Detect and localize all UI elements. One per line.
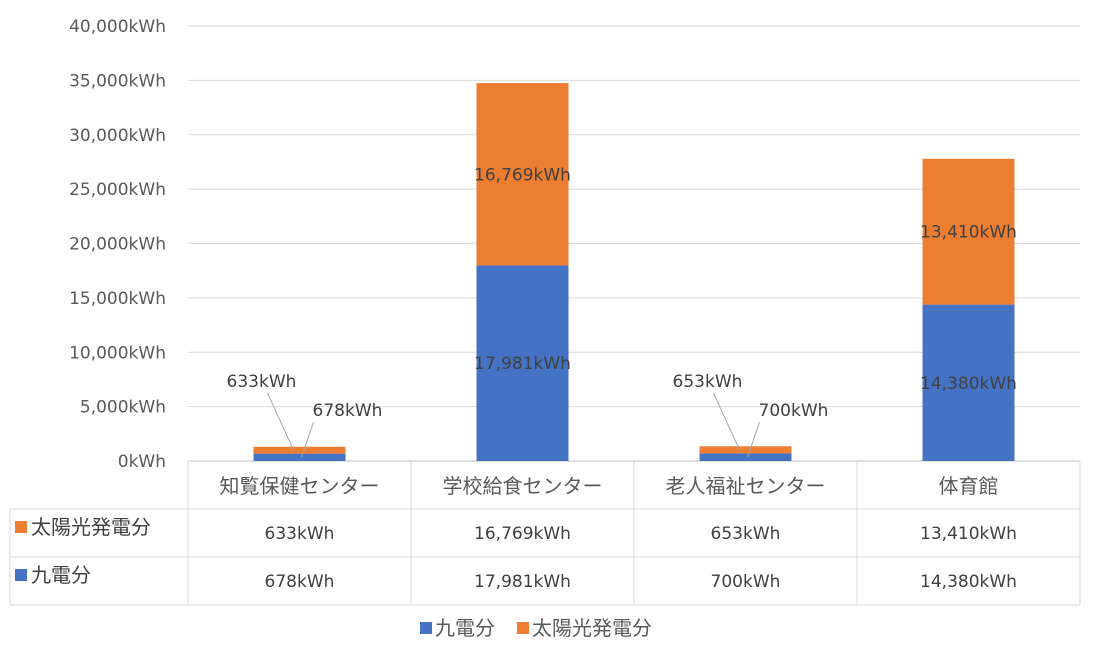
bar-segment — [922, 158, 1015, 305]
table-cell: 700kWh — [711, 572, 781, 592]
bar-segment — [253, 446, 346, 454]
y-tick-label: 25,000kWh — [69, 180, 166, 200]
data-label: 633kWh — [227, 372, 297, 392]
legend-swatch — [420, 622, 432, 634]
table-cell: 16,769kWh — [474, 524, 571, 544]
x-category-label: 学校給食センター — [443, 474, 603, 498]
y-tick-label: 20,000kWh — [69, 235, 166, 255]
table-cell: 14,380kWh — [920, 572, 1017, 592]
y-tick-label: 30,000kWh — [69, 126, 166, 146]
data-label: 17,981kWh — [474, 354, 571, 374]
bar-segment — [699, 446, 792, 454]
table-legend-key — [15, 569, 27, 581]
leader-line — [747, 421, 760, 458]
y-tick-label: 10,000kWh — [69, 343, 166, 363]
bar-segment — [922, 304, 1015, 461]
leader-line — [267, 392, 294, 451]
table-row-header: 九電分 — [31, 563, 91, 587]
data-label: 678kWh — [313, 401, 383, 421]
table-cell: 653kWh — [711, 524, 781, 544]
y-tick-label: 5,000kWh — [80, 398, 166, 418]
x-category-label: 知覧保健センター — [220, 474, 380, 498]
table-legend-key — [15, 521, 27, 533]
leader-line — [713, 392, 740, 451]
table-cell: 13,410kWh — [920, 524, 1017, 544]
bar-segment — [476, 265, 569, 461]
y-tick-label: 15,000kWh — [69, 289, 166, 309]
table-cell: 633kWh — [265, 524, 335, 544]
y-tick-label: 0kWh — [118, 452, 166, 472]
legend-label: 九電分 — [435, 616, 495, 640]
x-category-label: 老人福祉センター — [666, 474, 826, 498]
y-tick-label: 35,000kWh — [69, 71, 166, 91]
table-cell: 17,981kWh — [474, 572, 571, 592]
legend-swatch — [517, 622, 529, 634]
data-label: 653kWh — [673, 372, 743, 392]
table-cell: 678kWh — [265, 572, 335, 592]
data-label: 13,410kWh — [920, 223, 1017, 243]
bar-segment — [476, 83, 569, 266]
bar-segment — [253, 453, 346, 461]
y-tick-label: 40,000kWh — [69, 17, 166, 37]
legend-label: 太陽光発電分 — [532, 616, 652, 640]
data-label: 700kWh — [759, 401, 829, 421]
table-row-header: 太陽光発電分 — [31, 515, 151, 539]
bar-segment — [699, 453, 792, 461]
leader-line — [301, 421, 314, 458]
data-label: 16,769kWh — [474, 165, 571, 185]
x-category-label: 体育館 — [939, 474, 999, 498]
data-label: 14,380kWh — [920, 374, 1017, 394]
